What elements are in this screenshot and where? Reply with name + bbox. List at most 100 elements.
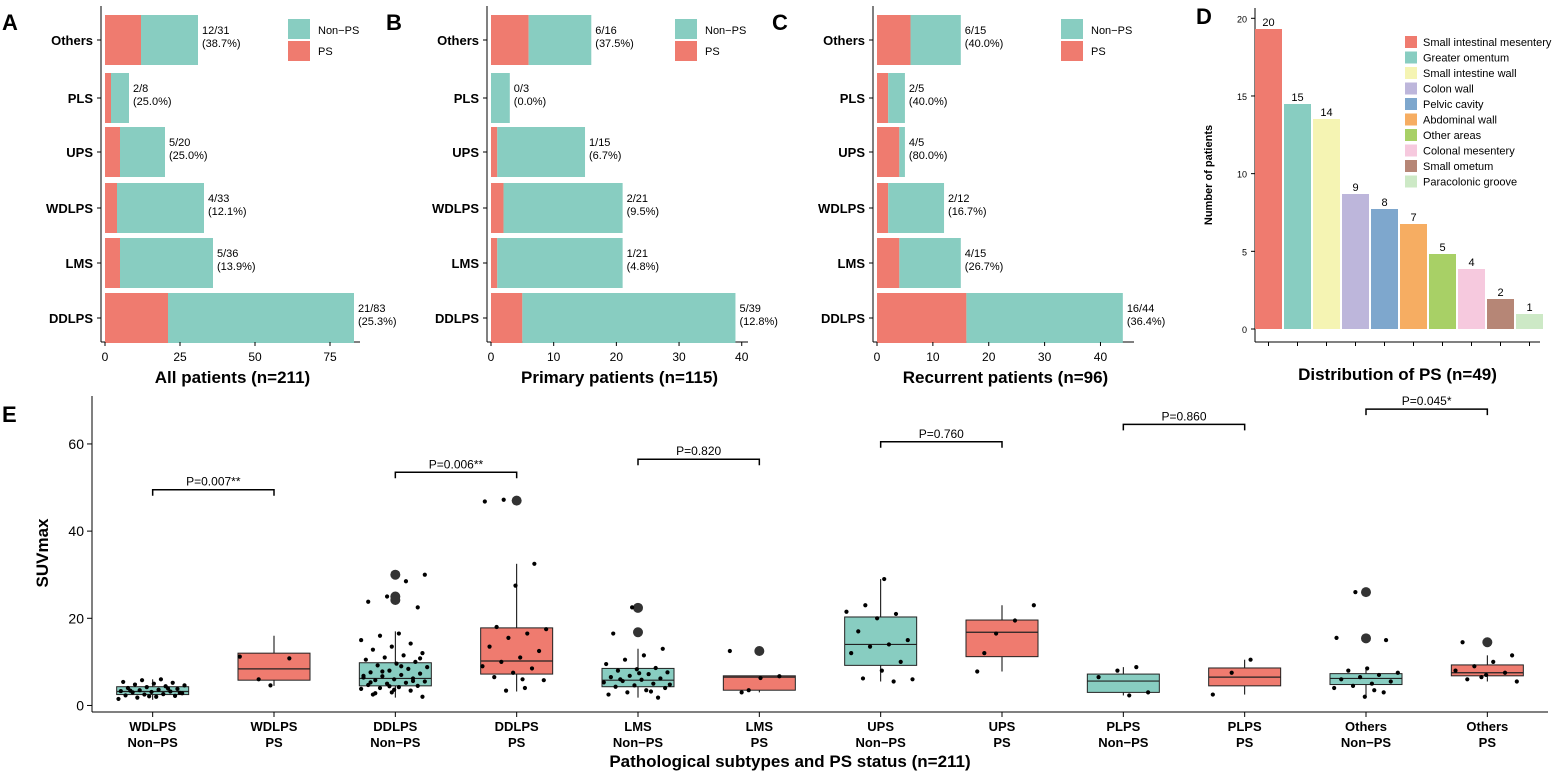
- outlier-e-4-1: [633, 627, 643, 638]
- point-e-0-24: [158, 677, 164, 682]
- x-tick-label2-e-0: Non−PS: [128, 735, 179, 750]
- y-tick-label-a-ddlps: DDLPS: [49, 311, 93, 326]
- y-tick-label-b-ddlps: DDLPS: [435, 311, 479, 326]
- legend-label-ps-c: PS: [1091, 46, 1106, 58]
- point-e-8-2: [1096, 675, 1101, 680]
- data-label-b-others: 6/16 (37.5%): [595, 25, 634, 50]
- y-tick-label-a-lms: LMS: [66, 256, 94, 271]
- legend-swatch-d-8: [1405, 160, 1417, 172]
- comparison-label-e-2: P=0.820: [676, 444, 721, 458]
- x-tick-label2-e-4: Non−PS: [613, 735, 664, 750]
- point-e-3-2: [541, 678, 546, 683]
- point-e-2-33: [359, 637, 364, 643]
- point-e-4-22: [660, 646, 665, 651]
- point-e-7-2: [1012, 618, 1018, 623]
- x-tick-label2-e-8: Non−PS: [1098, 735, 1149, 750]
- point-e-3-13: [544, 627, 549, 632]
- point-e-3-16: [532, 561, 537, 566]
- bar-value-label-d-3: 9: [1352, 182, 1358, 194]
- point-e-2-35: [396, 631, 401, 636]
- point-e-2-48: [368, 680, 373, 685]
- point-e-11-0: [1514, 679, 1519, 684]
- legend-label-d-5: Abdominal wall: [1423, 115, 1497, 127]
- point-e-4-10: [639, 677, 644, 682]
- point-e-11-3: [1502, 670, 1508, 675]
- point-e-0-18: [182, 683, 187, 688]
- point-e-0-28: [165, 686, 171, 691]
- legend-swatch-d-9: [1405, 175, 1417, 188]
- panel-label-e: E: [2, 402, 17, 427]
- point-e-10-3: [1350, 683, 1356, 688]
- bar-nonps-c-ddlps: [966, 293, 1123, 343]
- point-e-2-25: [413, 659, 418, 664]
- y-tick-label-c-ups: UPS: [838, 145, 865, 160]
- x-tick-label-b-40: 40: [735, 350, 749, 364]
- legend-swatch-d-1: [1405, 51, 1417, 64]
- bar-nonps-b-ddlps: [522, 293, 736, 343]
- point-e-6-2: [860, 676, 866, 681]
- legend-swatch-d-6: [1405, 129, 1417, 141]
- x-tick-label-b-20: 20: [610, 350, 624, 364]
- bar-nonps-c-lms: [899, 238, 961, 288]
- point-e-4-7: [651, 681, 656, 686]
- comparison-bracket-e-1: [394, 471, 518, 479]
- x-axis-title-c: Recurrent patients (n=96): [903, 368, 1108, 387]
- point-e-6-0: [891, 679, 896, 684]
- x-tick-label-c-10: 10: [926, 350, 940, 364]
- point-e-3-15: [513, 583, 518, 588]
- x-tick-label1-e-6: UPS: [867, 719, 894, 734]
- panel-label-c: C: [772, 10, 788, 35]
- legend-swatch-d-7: [1405, 144, 1417, 157]
- point-e-1-2: [237, 654, 242, 659]
- point-e-7-3: [1031, 603, 1036, 608]
- point-e-8-0: [1127, 693, 1132, 698]
- point-e-6-6: [867, 644, 873, 649]
- bar-nonps-b-wdlps: [503, 183, 623, 233]
- point-e-4-23: [611, 631, 616, 636]
- point-e-0-12: [137, 688, 142, 693]
- point-e-3-18: [501, 497, 506, 502]
- bar-value-label-d-6: 5: [1439, 242, 1445, 254]
- panel-label-d: D: [1196, 4, 1212, 29]
- point-e-3-3: [492, 675, 497, 680]
- point-e-2-21: [406, 666, 411, 671]
- outlier-e-4-0: [633, 602, 643, 613]
- data-label-c-ddlps: 16/44 (36.4%): [1127, 303, 1166, 328]
- point-e-0-1: [135, 695, 140, 700]
- point-e-0-23: [139, 678, 145, 683]
- x-tick-label1-e-1: WDLPS: [251, 719, 298, 734]
- point-e-9-0: [1210, 692, 1215, 697]
- bar-nonps-c-pls: [888, 73, 905, 123]
- bar-ps-a-pls: [105, 73, 111, 123]
- bar-value-label-d-4: 8: [1381, 197, 1387, 209]
- point-e-0-4: [123, 693, 128, 698]
- bar-ps-a-wdlps: [105, 183, 117, 233]
- point-e-2-31: [389, 644, 394, 649]
- bar-ps-b-lms: [491, 238, 498, 288]
- point-e-2-5: [377, 685, 383, 691]
- comparison-label-e-5: P=0.045*: [1402, 394, 1452, 408]
- y-tick-label-b-others: Others: [437, 33, 479, 48]
- point-e-3-17: [482, 499, 487, 504]
- point-e-2-19: [368, 670, 373, 675]
- point-e-10-13: [1334, 635, 1339, 641]
- y-tick-label-e-40: 40: [68, 523, 84, 539]
- point-e-2-45: [380, 669, 385, 674]
- bar-nonps-a-pls: [111, 73, 129, 123]
- bar-value-label-d-9: 1: [1526, 302, 1532, 314]
- bar-value-label-d-5: 7: [1410, 212, 1416, 224]
- y-tick-label-d-0: 0: [1242, 325, 1247, 335]
- point-e-2-28: [401, 653, 406, 658]
- legend-label-d-7: Colonal mesentery: [1423, 146, 1515, 158]
- x-tick-label-b-30: 30: [672, 350, 686, 364]
- point-e-3-12: [525, 631, 530, 636]
- point-e-11-6: [1491, 659, 1496, 664]
- point-e-5-4: [746, 688, 751, 693]
- point-e-3-14: [494, 624, 499, 630]
- point-e-2-13: [392, 677, 397, 682]
- point-e-2-12: [373, 678, 378, 683]
- bar-d-6: [1429, 254, 1456, 329]
- point-e-10-7: [1358, 675, 1363, 680]
- x-axis-title-a: All patients (n=211): [155, 368, 310, 387]
